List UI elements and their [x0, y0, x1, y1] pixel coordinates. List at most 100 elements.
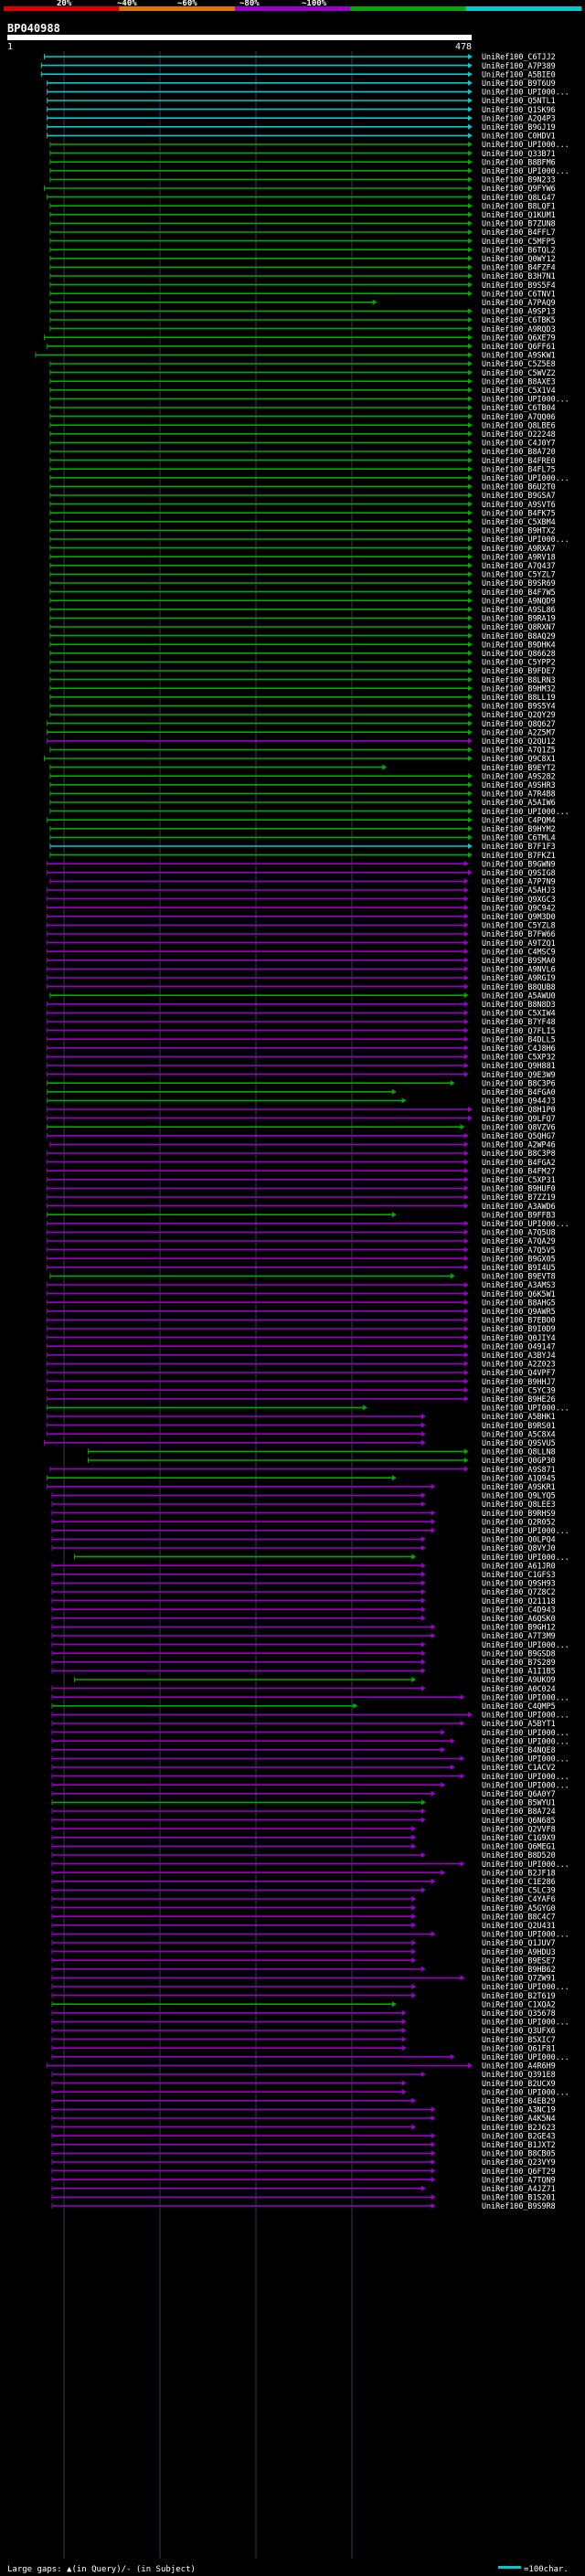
hit-label[interactable]: UniRef100_UPI000... [482, 1982, 569, 1991]
hit-label[interactable]: UniRef100_Q8Q627 [482, 719, 556, 728]
hit-label[interactable]: UniRef100_B4F7W5 [482, 588, 556, 597]
hit-label[interactable]: UniRef100_A61JR0 [482, 1561, 556, 1570]
hit-label[interactable]: UniRef100_Q8H1P0 [482, 1105, 556, 1114]
hit-label[interactable]: UniRef100_A1Q945 [482, 1473, 556, 1482]
hit-label[interactable]: UniRef100_A9RGI9 [482, 973, 556, 982]
hit-label[interactable]: UniRef100_B7S289 [482, 1658, 556, 1667]
hit-label[interactable]: UniRef100_B9GSA7 [482, 491, 556, 500]
hit-label[interactable]: UniRef100_B9RS01 [482, 1421, 556, 1430]
hit-label[interactable]: UniRef100_B9RHS9 [482, 1509, 556, 1518]
hit-label[interactable]: UniRef100_Q9LYQ5 [482, 1491, 556, 1500]
hit-label[interactable]: UniRef100_C5XP31 [482, 1175, 556, 1184]
hit-label[interactable]: UniRef100_B7YF48 [482, 1017, 556, 1026]
hit-label[interactable]: UniRef100_B9HM32 [482, 684, 556, 693]
hit-label[interactable]: UniRef100_Q23VY9 [482, 2157, 556, 2167]
hit-label[interactable]: UniRef100_B9FDE7 [482, 666, 556, 675]
hit-label[interactable]: UniRef100_UPI000... [482, 1930, 569, 1939]
hit-label[interactable]: UniRef100_A7Q1Z5 [482, 746, 556, 755]
hit-label[interactable]: UniRef100_Q9M3D0 [482, 912, 556, 921]
hit-label[interactable]: UniRef100_A2Z5M7 [482, 727, 556, 737]
hit-label[interactable]: UniRef100_B9HUF0 [482, 1184, 556, 1193]
hit-label[interactable]: UniRef100_B9GH12 [482, 1623, 556, 1632]
hit-label[interactable]: UniRef100_C6TBK5 [482, 315, 556, 324]
hit-label[interactable]: UniRef100_B4FK75 [482, 508, 556, 517]
hit-label[interactable]: UniRef100_C1GFS3 [482, 1570, 556, 1579]
hit-label[interactable]: UniRef100_Q7Z8C2 [482, 1587, 556, 1596]
hit-label[interactable]: UniRef100_Q9C942 [482, 903, 556, 912]
hit-label[interactable]: UniRef100_UPI000... [482, 2018, 569, 2027]
hit-label[interactable]: UniRef100_UPI000... [482, 1526, 569, 1535]
hit-label[interactable]: UniRef100_Q86628 [482, 649, 556, 658]
hit-label[interactable]: UniRef100_B7FKZ1 [482, 851, 556, 860]
hit-label[interactable]: UniRef100_Q6XE79 [482, 333, 556, 342]
hit-label[interactable]: UniRef100_B5XIC7 [482, 2035, 556, 2044]
hit-label[interactable]: UniRef100_Q1JUV7 [482, 1938, 556, 1947]
hit-label[interactable]: UniRef100_B8C4C7 [482, 1912, 556, 1921]
hit-label[interactable]: UniRef100_B8C3P8 [482, 1149, 556, 1158]
hit-label[interactable]: UniRef100_A9SKW1 [482, 351, 556, 360]
hit-label[interactable]: UniRef100_B4FFL7 [482, 228, 556, 237]
hit-label[interactable]: UniRef100_C4YAF6 [482, 1894, 556, 1903]
hit-label[interactable]: UniRef100_A4JZ71 [482, 2184, 556, 2193]
hit-label[interactable]: UniRef100_B6U2T0 [482, 482, 556, 492]
hit-label[interactable]: UniRef100_B4FM27 [482, 1166, 556, 1175]
hit-label[interactable]: UniRef100_B7F1F3 [482, 842, 556, 851]
hit-label[interactable]: UniRef100_A7Q437 [482, 561, 556, 570]
hit-label[interactable]: UniRef100_A9RV18 [482, 552, 556, 561]
hit-label[interactable]: UniRef100_UPI000... [482, 1553, 569, 1562]
hit-label[interactable]: UniRef100_A9SL86 [482, 605, 556, 614]
hit-label[interactable]: UniRef100_C1XQA2 [482, 1999, 556, 2009]
hit-label[interactable]: UniRef100_B3H7N1 [482, 271, 556, 281]
hit-label[interactable]: UniRef100_B9GWN9 [482, 859, 556, 868]
hit-label[interactable]: UniRef100_A9S282 [482, 771, 556, 780]
hit-label[interactable]: UniRef100_A7TQN9 [482, 2175, 556, 2184]
hit-label[interactable]: UniRef100_B7ZUN8 [482, 219, 556, 228]
hit-label[interactable]: UniRef100_B9HE26 [482, 1394, 556, 1404]
hit-label[interactable]: UniRef100_Q6FT29 [482, 2167, 556, 2176]
hit-label[interactable]: UniRef100_A7T3M9 [482, 1631, 556, 1640]
hit-label[interactable]: UniRef100_Q21118 [482, 1596, 556, 1606]
hit-label[interactable]: UniRef100_B2UCX9 [482, 2079, 556, 2088]
hit-label[interactable]: UniRef100_A3AWD6 [482, 1202, 556, 1211]
hit-label[interactable]: UniRef100_UPI000... [482, 1780, 569, 1789]
hit-label[interactable]: UniRef100_UPI000... [482, 166, 569, 175]
hit-label[interactable]: UniRef100_B1S201 [482, 2193, 556, 2202]
hit-label[interactable]: UniRef100_Q0WY12 [482, 254, 556, 263]
hit-label[interactable]: UniRef100_Q2QU12 [482, 737, 556, 746]
hit-label[interactable]: UniRef100_A9SVT6 [482, 500, 556, 509]
hit-label[interactable]: UniRef100_A9SKR1 [482, 1482, 556, 1491]
hit-label[interactable]: UniRef100_UPI000... [482, 395, 569, 404]
hit-label[interactable]: UniRef100_Q35678 [482, 2009, 556, 2018]
hit-label[interactable]: UniRef100_B9EYT2 [482, 763, 556, 772]
hit-label[interactable]: UniRef100_C1E286 [482, 1877, 556, 1886]
hit-label[interactable]: UniRef100_B8AXE3 [482, 376, 556, 386]
hit-label[interactable]: UniRef100_A2WP46 [482, 1140, 556, 1150]
hit-label[interactable]: UniRef100_C6TB04 [482, 403, 556, 412]
hit-label[interactable]: UniRef100_Q9SH93 [482, 1579, 556, 1588]
hit-label[interactable]: UniRef100_B2T619 [482, 1991, 556, 2000]
hit-label[interactable]: UniRef100_C5MFP5 [482, 237, 556, 246]
hit-label[interactable]: UniRef100_A0C024 [482, 1684, 556, 1693]
hit-label[interactable]: UniRef100_B9GX05 [482, 1254, 556, 1263]
hit-label[interactable]: UniRef100_C6TNV1 [482, 289, 556, 298]
hit-label[interactable]: UniRef100_B7EBO0 [482, 1316, 556, 1325]
hit-label[interactable]: UniRef100_Q2QY29 [482, 710, 556, 719]
hit-label[interactable]: UniRef100_B4FRE0 [482, 456, 556, 465]
hit-label[interactable]: UniRef100_A7QQ06 [482, 412, 556, 421]
hit-label[interactable]: UniRef100_B9RA19 [482, 614, 556, 623]
hit-label[interactable]: UniRef100_A9HDU3 [482, 1947, 556, 1956]
hit-label[interactable]: UniRef100_B9FFB3 [482, 1210, 556, 1219]
hit-label[interactable]: UniRef100_A5AIW6 [482, 798, 556, 807]
hit-label[interactable]: UniRef100_UPI000... [482, 140, 569, 149]
hit-label[interactable]: UniRef100_C5YZL8 [482, 921, 556, 930]
hit-label[interactable]: UniRef100_B7ZZ19 [482, 1193, 556, 1202]
hit-label[interactable]: UniRef100_Q6MEG1 [482, 1842, 556, 1851]
hit-label[interactable]: UniRef100_Q61F81 [482, 2043, 556, 2052]
hit-label[interactable]: UniRef100_O22248 [482, 429, 556, 439]
hit-label[interactable]: UniRef100_Q5NTL1 [482, 96, 556, 105]
hit-label[interactable]: UniRef100_Q5QHG7 [482, 1131, 556, 1140]
hit-label[interactable]: UniRef100_Q8LG47 [482, 193, 556, 202]
hit-label[interactable]: UniRef100_Q1KUM1 [482, 210, 556, 219]
hit-label[interactable]: UniRef100_B9S5Y4 [482, 702, 556, 711]
hit-label[interactable]: UniRef100_Q6N685 [482, 1816, 556, 1825]
